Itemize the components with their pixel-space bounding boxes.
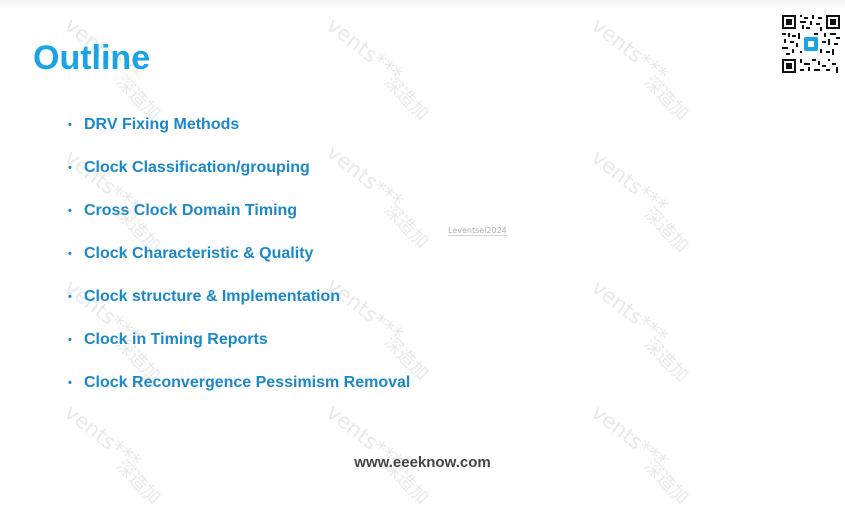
- watermark: vents***: [587, 145, 673, 219]
- list-item-label: Clock structure & Implementation: [84, 288, 341, 305]
- watermark: vents***: [322, 13, 408, 87]
- list-item-label: Clock in Timing Reports: [84, 331, 268, 348]
- outline-list: • DRV Fixing Methods • Clock Classificatio…: [68, 113, 410, 414]
- bullet-icon: •: [68, 119, 72, 131]
- list-item: • DRV Fixing Methods: [68, 113, 410, 156]
- bullet-icon: •: [68, 162, 72, 174]
- list-item: • Clock Characteristic & Quality: [68, 242, 410, 285]
- list-item: • Cross Clock Domain Timing: [68, 199, 410, 242]
- list-item: • Clock structure & Implementation: [68, 285, 410, 328]
- watermark: vents***: [587, 13, 673, 87]
- list-item-label: Clock Reconvergence Pessimism Removal: [84, 374, 411, 391]
- bullet-icon: •: [68, 248, 72, 260]
- watermark: vents***: [587, 275, 673, 349]
- list-item-label: DRV Fixing Methods: [84, 116, 240, 133]
- list-item-label: Clock Classification/grouping: [84, 159, 310, 176]
- list-item-label: Clock Characteristic & Quality: [84, 245, 314, 262]
- watermark: 深造加: [639, 203, 693, 257]
- list-item: • Clock Classification/grouping: [68, 156, 410, 199]
- list-item-label: Cross Clock Domain Timing: [84, 202, 298, 219]
- watermark: 深造加: [639, 333, 693, 387]
- top-band: [0, 0, 845, 10]
- list-item: • Clock in Timing Reports: [68, 328, 410, 371]
- bullet-icon: •: [68, 334, 72, 346]
- bullet-icon: •: [68, 291, 72, 303]
- slide-title: Outline: [33, 39, 151, 77]
- stamp-text: Leventsel2024: [448, 226, 507, 236]
- list-item: • Clock Reconvergence Pessimism Removal: [68, 371, 410, 414]
- footer-url: www.eeeknow.com: [354, 454, 491, 471]
- bullet-icon: •: [68, 205, 72, 217]
- qr-code-icon: [782, 15, 840, 73]
- bullet-icon: •: [68, 377, 72, 389]
- watermark: 深造加: [639, 71, 693, 125]
